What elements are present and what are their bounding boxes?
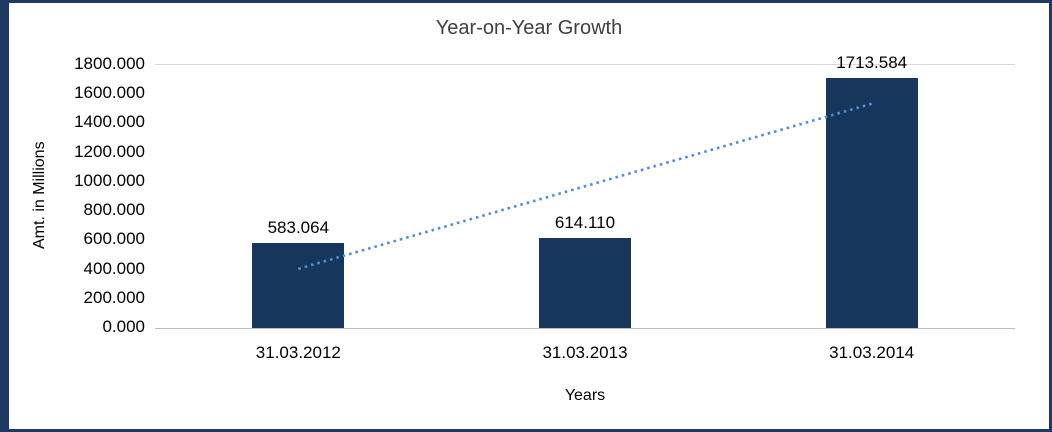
y-axis-tick-label: 1000.000 [74,170,145,190]
x-axis-tick-label: 31.03.2013 [542,343,628,362]
y-axis-tick-label: 200.000 [83,287,145,307]
y-axis-tick-label: 400.000 [83,258,145,278]
trendline [297,102,873,271]
y-axis-tick-label: 1400.000 [74,112,145,132]
chart-title: Year-on-Year Growth [435,17,623,39]
bar-31.03.2012 [252,242,345,328]
x-axis-tick-label: 31.03.2014 [829,343,915,362]
bar-31.03.2014 [825,77,918,328]
y-axis-tick-label: 1800.000 [74,54,145,73]
y-axis-tick-label: 800.000 [83,200,145,220]
bar-data-label: 583.064 [267,217,330,237]
y-axis-tick-label: 0.000 [102,317,145,336]
x-axis-title: Years [564,387,606,404]
bar-data-label: 614.110 [554,213,616,233]
y-axis-tick-label: 1200.000 [74,141,145,161]
bar-data-label: 1713.584 [836,52,908,72]
bar-31.03.2013 [539,238,631,328]
y-axis-tick-label: 1600.000 [74,83,145,103]
x-axis-tick-label: 31.03.2012 [255,343,341,362]
plot-area: 583.064 614.110 1713.584 [155,53,1015,329]
y-axis-tick-label: 600.000 [83,229,145,249]
